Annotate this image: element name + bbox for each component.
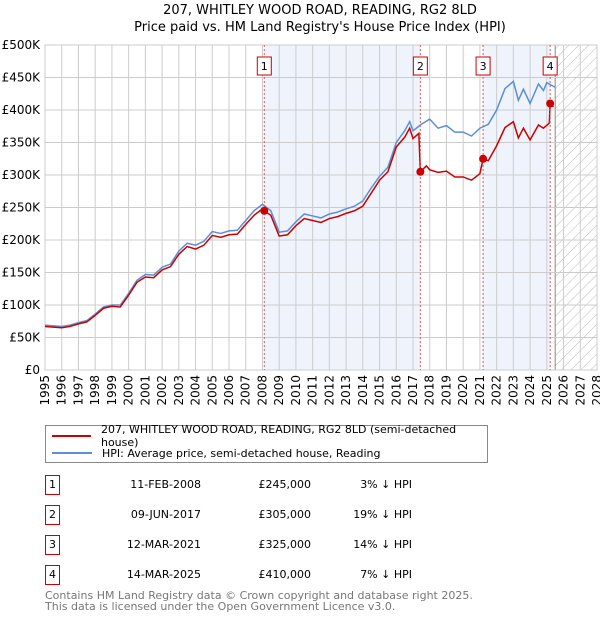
y-tick-label: £0 bbox=[25, 363, 40, 377]
y-tick-label: £350K bbox=[2, 136, 42, 150]
x-tick-label: 2011 bbox=[306, 375, 320, 406]
x-tick-label: 1996 bbox=[55, 375, 69, 406]
x-tick-label: 2022 bbox=[490, 375, 504, 406]
y-tick-label: £150K bbox=[2, 266, 42, 280]
y-tick-label: £250K bbox=[2, 201, 42, 215]
y-tick-label: £50K bbox=[9, 331, 41, 345]
footer-line: Contains HM Land Registry data © Crown c… bbox=[45, 589, 473, 602]
sale-date: 12-MAR-2021 bbox=[126, 538, 201, 551]
x-tick-label: 2023 bbox=[506, 375, 520, 406]
x-tick-label: 2028 bbox=[590, 375, 600, 406]
footer: Contains HM Land Registry data © Crown c… bbox=[45, 590, 473, 612]
sale-label-box bbox=[475, 56, 491, 76]
sale-price: £245,000 bbox=[258, 478, 312, 491]
sale-hpi-diff: 7% ↓ HPI bbox=[360, 568, 412, 581]
sale-label-box bbox=[542, 56, 558, 76]
x-tick-label: 2025 bbox=[540, 375, 554, 406]
legend-swatch bbox=[52, 435, 91, 437]
sale-point bbox=[416, 167, 425, 176]
x-tick-label: 2004 bbox=[189, 375, 203, 406]
sale-row: 1 11-FEB-2008 £245,000 3% ↓ HPI bbox=[45, 475, 445, 495]
x-tick-label: 2021 bbox=[473, 375, 487, 406]
sale-row: 2 09-JUN-2017 £305,000 19% ↓ HPI bbox=[45, 505, 445, 525]
chart-subtitle: Price paid vs. HM Land Registry's House … bbox=[134, 20, 506, 35]
x-tick-label: 2008 bbox=[255, 375, 269, 406]
sale-number: 2 bbox=[45, 505, 60, 525]
sale-label: 2 bbox=[417, 60, 424, 73]
sale-label-box bbox=[256, 56, 272, 76]
sale-number: 1 bbox=[45, 475, 60, 495]
sale-hpi-diff: 19% ↓ HPI bbox=[353, 508, 412, 521]
y-tick-label: £400K bbox=[2, 103, 42, 117]
sale-point bbox=[479, 154, 488, 163]
plot-border bbox=[44, 44, 598, 371]
x-tick-label: 2016 bbox=[389, 375, 403, 406]
price-chart: 207, WHITLEY WOOD ROAD, READING, RG2 8LD… bbox=[2, 3, 600, 406]
x-tick-label: 1999 bbox=[105, 375, 119, 406]
x-tick-label: 2018 bbox=[423, 375, 437, 406]
sale-price: £305,000 bbox=[258, 508, 312, 521]
x-tick-label: 2001 bbox=[138, 375, 152, 406]
hpi-line bbox=[44, 80, 556, 328]
y-tick-label: £300K bbox=[2, 168, 42, 182]
y-tick-label: £100K bbox=[2, 298, 42, 312]
x-tick-label: 1997 bbox=[71, 375, 85, 406]
x-tick-label: 2014 bbox=[356, 375, 370, 406]
x-tick-label: 2007 bbox=[239, 375, 253, 406]
x-tick-label: 2005 bbox=[205, 375, 219, 406]
sale-price: £325,000 bbox=[258, 538, 312, 551]
x-tick-label: 2020 bbox=[456, 375, 470, 406]
sale-label-box bbox=[412, 56, 428, 76]
y-tick-label: £450K bbox=[2, 71, 42, 85]
legend-item-property: 207, WHITLEY WOOD ROAD, READING, RG2 8LD… bbox=[52, 423, 487, 449]
sale-point bbox=[546, 99, 555, 108]
x-tick-label: 1998 bbox=[88, 375, 102, 406]
sale-label: 4 bbox=[547, 60, 554, 73]
x-tick-label: 2010 bbox=[289, 375, 303, 406]
x-tick-label: 2006 bbox=[222, 375, 236, 406]
y-tick-label: £500K bbox=[2, 38, 42, 52]
y-tick-label: £200K bbox=[2, 233, 42, 247]
x-tick-label: 2009 bbox=[272, 375, 286, 406]
chart-title: 207, WHITLEY WOOD ROAD, READING, RG2 8LD bbox=[163, 3, 477, 18]
x-tick-label: 2000 bbox=[122, 375, 136, 406]
sale-number: 3 bbox=[45, 535, 60, 555]
legend: 207, WHITLEY WOOD ROAD, READING, RG2 8LD… bbox=[45, 423, 488, 463]
x-tick-label: 2019 bbox=[439, 375, 453, 406]
sale-date: 11-FEB-2008 bbox=[130, 478, 201, 491]
footer-line: This data is licensed under the Open Gov… bbox=[45, 600, 396, 613]
x-tick-label: 2012 bbox=[322, 375, 336, 406]
legend-label: HPI: Average price, semi-detached house,… bbox=[102, 446, 381, 460]
x-tick-label: 2024 bbox=[523, 375, 537, 406]
legend-label: 207, WHITLEY WOOD ROAD, READING, RG2 8LD… bbox=[100, 423, 457, 449]
x-tick-label: 2027 bbox=[573, 375, 587, 406]
sale-hpi-diff: 14% ↓ HPI bbox=[353, 538, 412, 551]
x-tick-label: 1995 bbox=[38, 375, 52, 406]
x-tick-label: 2026 bbox=[557, 375, 571, 406]
x-tick-label: 2017 bbox=[406, 375, 420, 406]
sale-row: 4 14-MAR-2025 £410,000 7% ↓ HPI bbox=[45, 565, 445, 585]
sale-price: £410,000 bbox=[258, 568, 312, 581]
x-tick-label: 2015 bbox=[373, 375, 387, 406]
x-tick-label: 2003 bbox=[172, 375, 186, 406]
x-tick-label: 2002 bbox=[155, 375, 169, 406]
sale-row: 3 12-MAR-2021 £325,000 14% ↓ HPI bbox=[45, 535, 445, 555]
sale-label: 3 bbox=[480, 60, 487, 73]
x-tick-label: 2013 bbox=[339, 375, 353, 406]
sale-label: 1 bbox=[261, 60, 268, 73]
legend-swatch bbox=[52, 452, 92, 454]
sale-number: 4 bbox=[45, 565, 60, 585]
sale-date: 09-JUN-2017 bbox=[130, 508, 201, 521]
sale-point bbox=[260, 206, 269, 215]
legend-item-hpi: HPI: Average price, semi-detached house,… bbox=[52, 445, 381, 461]
sale-date: 14-MAR-2025 bbox=[126, 568, 201, 581]
sale-hpi-diff: 3% ↓ HPI bbox=[360, 478, 412, 491]
